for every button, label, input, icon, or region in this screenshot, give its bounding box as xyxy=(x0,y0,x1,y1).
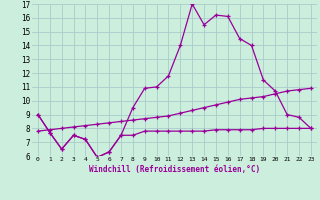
X-axis label: Windchill (Refroidissement éolien,°C): Windchill (Refroidissement éolien,°C) xyxy=(89,165,260,174)
